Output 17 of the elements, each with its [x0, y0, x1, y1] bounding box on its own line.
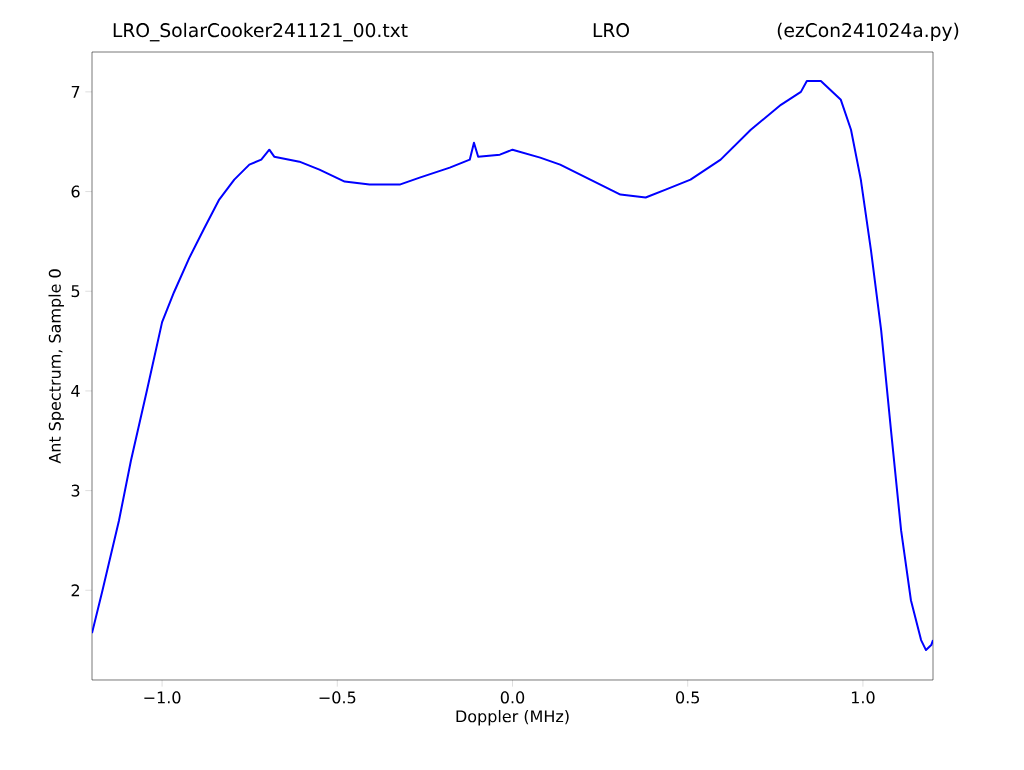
- y-tick-label: 2: [71, 584, 80, 597]
- x-tick-label: 0.5: [676, 691, 700, 704]
- y-tick-label: 4: [71, 385, 80, 397]
- y-tick-label: 7: [71, 86, 80, 98]
- y-tick-label: 5: [71, 285, 80, 298]
- y-axis-title: Ant Spectrum, Sample 0: [48, 269, 64, 464]
- y-tick-label: 6: [71, 185, 80, 198]
- x-tick-label: −1.0: [144, 691, 181, 704]
- x-tick-label: 1.0: [851, 691, 875, 704]
- line-series: [92, 79, 933, 652]
- x-axis-title: Doppler (MHz): [456, 709, 569, 726]
- chart-title: LRO_SolarCooker241121_00.txt: [113, 22, 408, 42]
- x-tick-label: 0.0: [500, 691, 525, 704]
- x-tick-label: −0.5: [319, 691, 356, 704]
- chart-subtitle: LRO: [593, 23, 629, 38]
- y-tick-label: 3: [71, 484, 80, 497]
- text: (ezCon241024a.py): [777, 22, 959, 41]
